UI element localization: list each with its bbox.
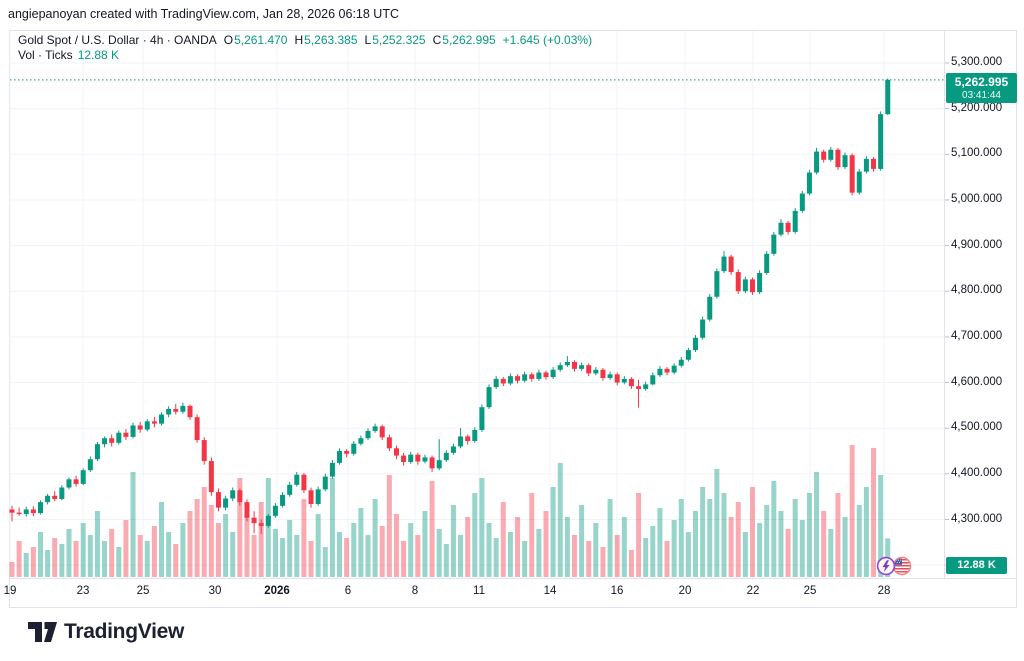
- time-axis-label[interactable]: 25: [136, 585, 150, 597]
- low-label: L: [364, 33, 372, 47]
- tradingview-logo-mark: [28, 622, 57, 642]
- price-axis-label[interactable]: 5,200.000: [951, 101, 1003, 114]
- time-axis-label[interactable]: 30: [208, 585, 222, 597]
- volume-row-value: 12.88 K: [77, 48, 120, 62]
- symbol-title: Gold Spot / U.S. Dollar · 4h · OANDA: [18, 33, 217, 47]
- open-label: O: [223, 33, 234, 47]
- time-axis-label[interactable]: 22: [746, 585, 760, 597]
- price-axis-separator: [944, 31, 945, 578]
- time-axis-label[interactable]: 14: [543, 585, 557, 597]
- time-axis-label[interactable]: 19: [3, 585, 17, 597]
- tradingview-logo-text: TradingView: [64, 620, 185, 643]
- time-axis-label[interactable]: 20: [678, 585, 692, 597]
- time-axis-label[interactable]: 8: [411, 585, 419, 597]
- low-value: 5,252.325: [372, 33, 426, 47]
- event-markers[interactable]: [875, 554, 915, 578]
- last-price-value: 5,262.995: [954, 75, 1009, 89]
- time-axis-label[interactable]: 25: [803, 585, 817, 597]
- price-axis-label[interactable]: 4,600.000: [951, 375, 1003, 388]
- last-price-badge[interactable]: 5,262.995 03:41:44: [946, 73, 1017, 103]
- volume-row-label: Vol · Ticks: [18, 48, 73, 62]
- price-axis-label[interactable]: 4,500.000: [951, 421, 1003, 434]
- time-axis-separator: [10, 578, 1017, 579]
- close-label: C: [432, 33, 442, 47]
- legend-volume-row: Vol · Ticks 12.88 K: [18, 48, 592, 63]
- symbol-legend: Gold Spot / U.S. Dollar · 4h · OANDA O5,2…: [18, 33, 592, 63]
- price-axis-label[interactable]: 5,000.000: [951, 192, 1003, 205]
- time-axis-label[interactable]: 23: [76, 585, 90, 597]
- volume-badge[interactable]: 12.88 K: [946, 557, 1007, 574]
- lightning-event-icon[interactable]: [876, 556, 896, 576]
- change-value: +1.645 (+0.03%): [502, 33, 593, 47]
- legend-ohlc-row: Gold Spot / U.S. Dollar · 4h · OANDA O5,2…: [18, 33, 592, 48]
- time-axis-label[interactable]: 2026: [264, 585, 290, 597]
- open-value: 5,261.470: [234, 33, 288, 47]
- price-axis-label[interactable]: 4,300.000: [951, 512, 1003, 525]
- high-value: 5,263.385: [304, 33, 358, 47]
- close-value: 5,262.995: [442, 33, 496, 47]
- us-flag-event-icon[interactable]: [892, 556, 912, 576]
- bar-countdown: 03:41:44: [962, 90, 1001, 101]
- price-axis-label[interactable]: 5,100.000: [951, 147, 1003, 160]
- price-axis-label[interactable]: 4,700.000: [951, 329, 1003, 342]
- time-axis-label[interactable]: 16: [610, 585, 624, 597]
- price-axis-label[interactable]: 4,900.000: [951, 238, 1003, 251]
- price-axis-label[interactable]: 4,400.000: [951, 466, 1003, 479]
- time-axis-label[interactable]: 28: [877, 585, 891, 597]
- tradingview-logo[interactable]: TradingView: [28, 620, 184, 644]
- time-axis-label[interactable]: 11: [473, 585, 485, 597]
- watermark-attribution: angiepanoyan created with TradingView.co…: [8, 7, 399, 21]
- price-axis-label[interactable]: 5,300.000: [951, 56, 1003, 68]
- price-axis-label[interactable]: 4,800.000: [951, 284, 1003, 297]
- high-label: H: [294, 33, 304, 47]
- time-axis-label[interactable]: 6: [344, 585, 352, 597]
